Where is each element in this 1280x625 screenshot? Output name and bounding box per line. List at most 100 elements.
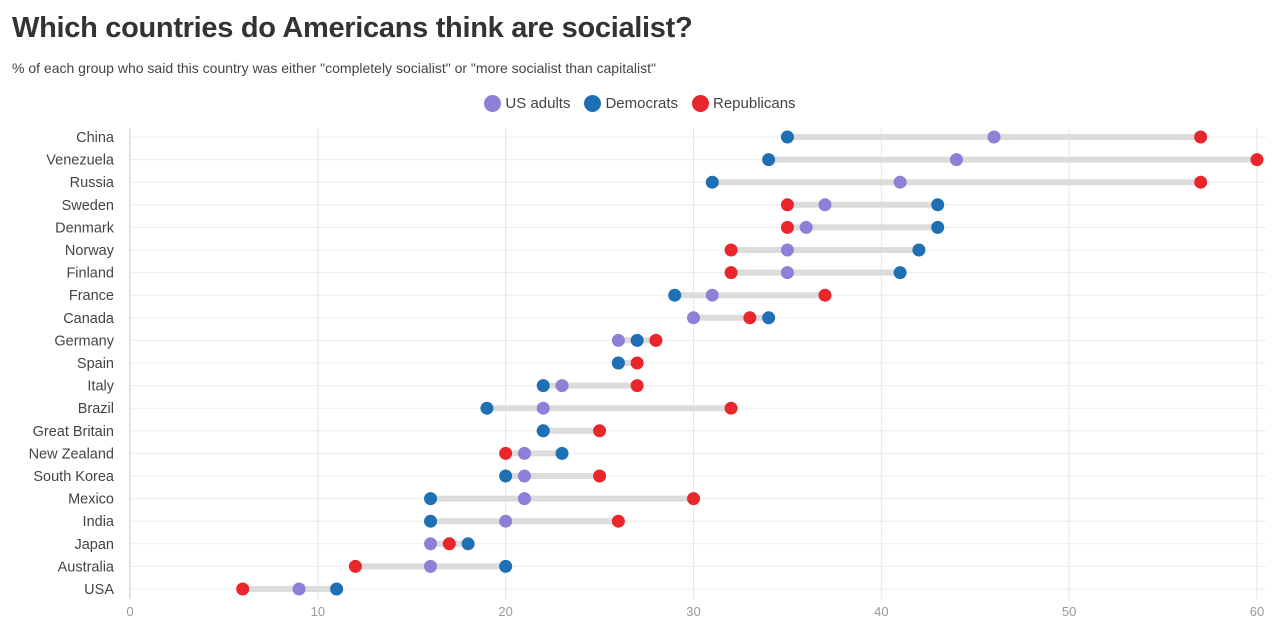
x-tick-label: 50 [1062,604,1076,619]
legend-label-republicans: Republicans [713,94,796,112]
point-us-adults [517,469,531,483]
point-democrats [424,492,438,506]
category-label: Brazil [78,401,114,417]
point-republicans [780,198,794,212]
point-us-adults [517,446,531,460]
point-us-adults [799,220,813,234]
point-democrats [893,266,907,280]
legend-label-democrats: Democrats [605,94,678,112]
chart-title: Which countries do Americans think are s… [12,12,693,44]
point-us-adults [949,153,963,167]
point-republicans [724,266,738,280]
category-label: Venezuela [46,153,115,169]
category-label: India [83,514,115,530]
chart-subtitle: % of each group who said this country wa… [12,60,656,76]
point-us-adults [555,379,569,393]
legend-swatch-republicans [692,94,709,112]
category-label: Italy [87,379,114,395]
point-us-adults [780,266,794,280]
point-democrats [705,175,719,189]
legend-label-us-adults: US adults [505,94,571,112]
point-democrats [536,379,550,393]
point-republicans [1250,153,1264,167]
category-label: Great Britain [33,424,114,440]
x-tick-label: 40 [874,604,888,619]
x-tick-label: 60 [1250,604,1264,619]
x-tick-label: 10 [311,604,325,619]
point-us-adults [499,514,513,528]
point-republicans [724,243,738,257]
point-democrats [536,424,550,438]
point-republicans [348,559,362,573]
legend-swatch-us-adults [484,94,502,112]
point-republicans [611,514,625,528]
point-us-adults [424,559,438,573]
legend-item-us-adults[interactable]: US adults [484,94,571,112]
point-republicans [687,492,700,506]
point-democrats [912,243,926,257]
point-us-adults [517,492,531,506]
point-democrats [931,220,945,234]
point-republicans [780,220,794,234]
point-democrats [480,401,494,415]
point-republicans [442,537,456,551]
point-democrats [330,582,344,596]
point-republicans [1194,130,1208,144]
point-us-adults [705,288,719,302]
point-democrats [780,130,794,144]
category-label: New Zealand [29,446,114,462]
chart-legend: US adults Democrats Republicans [0,92,1280,114]
point-us-adults [292,582,306,596]
category-label: Germany [54,333,114,349]
point-democrats [762,311,776,325]
category-label: Mexico [68,492,114,508]
legend-item-democrats[interactable]: Democrats [584,94,678,112]
category-label: Norway [65,243,115,259]
point-democrats [630,333,644,347]
legend-swatch-democrats [584,94,602,112]
point-republicans [593,469,607,483]
point-us-adults [987,130,1001,144]
category-label: Russia [70,175,115,191]
category-label: South Korea [33,469,115,485]
point-republicans [593,424,607,438]
point-us-adults [611,333,625,347]
x-tick-label: 0 [126,604,133,619]
point-democrats [668,288,682,302]
point-democrats [424,514,438,528]
point-republicans [630,356,644,370]
point-us-adults [780,243,794,257]
point-republicans [818,288,832,302]
point-republicans [630,379,644,393]
point-republicans [724,401,738,415]
point-us-adults [893,175,907,189]
point-republicans [649,333,663,347]
category-label: Japan [74,537,114,553]
point-republicans [499,446,513,460]
legend-item-republicans[interactable]: Republicans [692,94,796,112]
category-label: China [76,130,115,146]
category-label: USA [84,582,114,598]
point-democrats [499,559,513,573]
x-tick-label: 30 [686,604,700,619]
category-label: Australia [58,559,115,575]
point-republicans [743,311,757,325]
category-label: Canada [63,311,115,327]
category-label: Sweden [62,198,114,214]
x-tick-label: 20 [498,604,512,619]
category-label: France [69,288,114,304]
point-democrats [555,446,569,460]
point-democrats [499,469,513,483]
category-label: Finland [66,266,114,282]
point-republicans [1194,175,1208,189]
category-label: Denmark [55,220,115,236]
point-democrats [762,153,776,167]
point-republicans [236,582,250,596]
point-democrats [611,356,625,370]
point-us-adults [818,198,832,212]
category-label: Spain [77,356,114,372]
point-us-adults [424,537,438,551]
point-us-adults [687,311,700,325]
point-democrats [931,198,945,212]
